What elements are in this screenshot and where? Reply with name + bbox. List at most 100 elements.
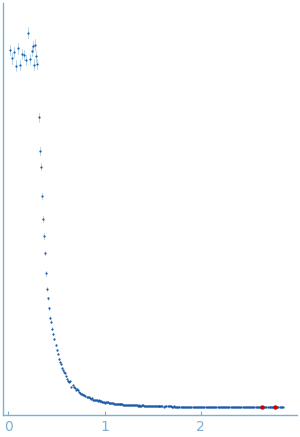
Point	[120, 401, 125, 408]
Point	[210, 403, 214, 410]
Point	[58, 361, 63, 368]
Point	[122, 401, 127, 408]
Point	[96, 397, 101, 404]
Point	[218, 403, 223, 410]
Point	[143, 402, 148, 409]
Point	[116, 401, 121, 408]
Point	[125, 401, 130, 408]
Point	[30, 48, 34, 55]
Point	[168, 403, 173, 410]
Point	[260, 403, 265, 410]
Point	[24, 57, 28, 64]
Point	[252, 404, 257, 411]
Point	[268, 404, 273, 411]
Point	[263, 403, 268, 410]
Point	[163, 403, 168, 410]
Point	[113, 400, 118, 407]
Point	[87, 394, 92, 401]
Point	[31, 43, 36, 50]
Point	[257, 404, 262, 411]
Point	[72, 384, 77, 391]
Point	[227, 403, 232, 410]
Point	[37, 147, 42, 154]
Point	[205, 403, 210, 410]
Point	[111, 400, 116, 407]
Point	[160, 403, 165, 410]
Point	[194, 403, 198, 410]
Point	[131, 402, 136, 409]
Point	[49, 318, 54, 325]
Point	[126, 402, 130, 409]
Point	[10, 55, 14, 62]
Point	[53, 342, 58, 349]
Point	[14, 62, 19, 69]
Point	[178, 403, 183, 410]
Point	[12, 49, 16, 55]
Point	[196, 403, 201, 410]
Point	[61, 367, 65, 374]
Point	[228, 403, 233, 410]
Point	[244, 403, 249, 410]
Point	[127, 402, 131, 409]
Point	[212, 403, 217, 410]
Point	[107, 399, 112, 406]
Point	[271, 404, 275, 411]
Point	[154, 402, 159, 409]
Point	[203, 403, 208, 410]
Point	[73, 386, 78, 393]
Point	[118, 401, 123, 408]
Point	[230, 403, 235, 410]
Point	[162, 403, 167, 410]
Point	[48, 314, 52, 321]
Point	[139, 402, 144, 409]
Point	[264, 404, 269, 411]
Point	[185, 403, 190, 410]
Point	[176, 403, 181, 410]
Point	[190, 403, 195, 410]
Point	[211, 403, 216, 410]
Point	[248, 404, 253, 411]
Point	[114, 400, 119, 407]
Point	[50, 325, 55, 332]
Point	[208, 403, 213, 410]
Point	[63, 370, 68, 377]
Point	[175, 403, 180, 410]
Point	[98, 398, 103, 405]
Point	[33, 41, 38, 48]
Point	[277, 404, 282, 411]
Point	[189, 403, 194, 410]
Point	[224, 403, 229, 410]
Point	[104, 399, 109, 406]
Point	[34, 53, 39, 60]
Point	[265, 403, 270, 410]
Point	[108, 400, 112, 407]
Point	[68, 378, 73, 385]
Point	[236, 403, 241, 410]
Point	[145, 402, 149, 409]
Point	[214, 403, 219, 410]
Point	[65, 375, 70, 382]
Point	[117, 400, 122, 407]
Point	[242, 404, 247, 411]
Point	[22, 52, 27, 59]
Point	[123, 401, 128, 408]
Point	[95, 398, 100, 405]
Point	[67, 378, 72, 385]
Point	[97, 397, 102, 404]
Point	[255, 404, 260, 411]
Point	[172, 403, 176, 410]
Point	[165, 403, 170, 410]
Point	[234, 403, 239, 410]
Point	[56, 355, 61, 362]
Point	[280, 404, 285, 411]
Point	[86, 393, 91, 400]
Point	[249, 403, 254, 410]
Point	[202, 403, 207, 410]
Point	[194, 403, 199, 410]
Point	[47, 305, 52, 312]
Point	[54, 346, 59, 353]
Point	[156, 403, 161, 410]
Point	[220, 403, 224, 410]
Point	[241, 404, 246, 411]
Point	[198, 403, 203, 410]
